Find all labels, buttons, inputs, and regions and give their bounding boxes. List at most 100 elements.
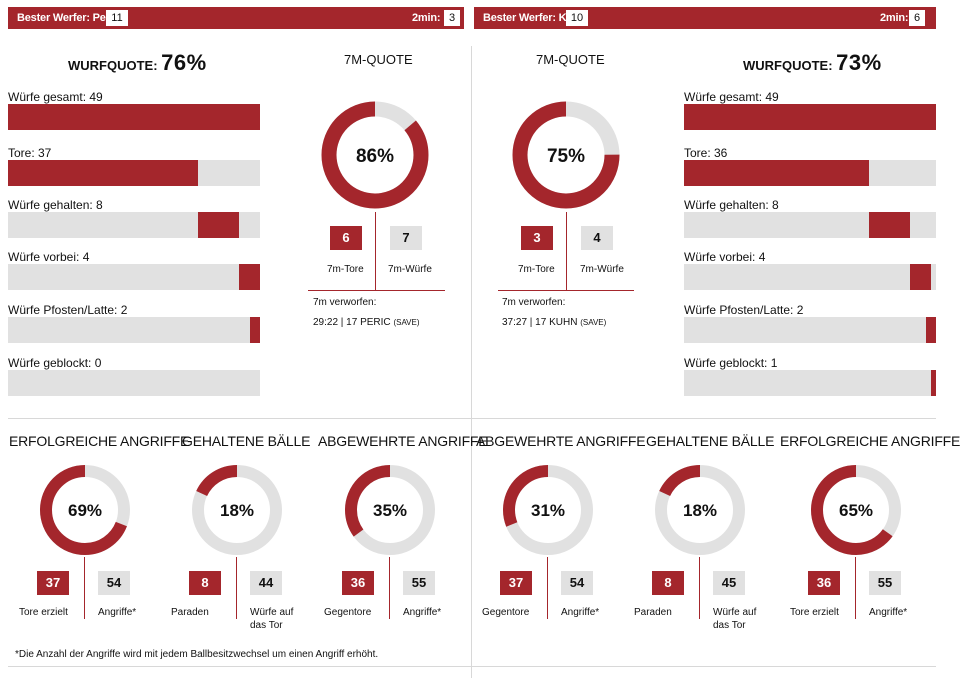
donut-slice bbox=[192, 465, 282, 555]
seven-m-missed-note: (SAVE) bbox=[393, 318, 420, 327]
two-min-value: 3 bbox=[444, 10, 460, 26]
donut-chart: 35% bbox=[345, 465, 435, 555]
stat-value-secondary: 45 bbox=[713, 571, 745, 595]
donut-percent: 18% bbox=[220, 501, 254, 520]
seven-m-title: 7M-QUOTE bbox=[344, 52, 413, 67]
stat-label-secondary: Würfe auf das Tor bbox=[713, 607, 757, 631]
best-thrower-label: Bester Werfer: Kosi bbox=[483, 12, 582, 24]
stat-label-primary: Paraden bbox=[171, 607, 209, 618]
seven-m-goals-label: 7m-Tore bbox=[518, 264, 555, 275]
bar-track bbox=[8, 317, 260, 343]
bar-track bbox=[8, 264, 260, 290]
donut-chart: 75% bbox=[512, 101, 620, 209]
best-thrower-value: 11 bbox=[106, 10, 128, 26]
bar-fill bbox=[869, 212, 911, 238]
donut-percent: 18% bbox=[683, 501, 717, 520]
top-bar-right: Bester Werfer: Kosi 10 2min: 6 bbox=[474, 7, 936, 29]
stat-label-secondary: Angriffe* bbox=[869, 607, 908, 618]
best-thrower-value: 10 bbox=[566, 10, 588, 26]
stat-label-primary: Paraden bbox=[634, 607, 672, 618]
center-divider bbox=[471, 46, 472, 678]
stat-value-secondary: 44 bbox=[250, 571, 282, 595]
seven-m-missed-text: 37:27 | 17 KUHN bbox=[502, 317, 578, 328]
stat-divider bbox=[84, 557, 85, 619]
stat-divider bbox=[699, 557, 700, 619]
best-thrower-label: Bester Werfer: Peric bbox=[17, 12, 119, 24]
stat-value-primary: 37 bbox=[37, 571, 69, 595]
seven-m-missed-note: (SAVE) bbox=[580, 318, 607, 327]
seven-m-missed-detail: 29:22 | 17 PERIC (SAVE) bbox=[313, 317, 420, 328]
top-bar-left: Bester Werfer: Peric 11 2min: 3 bbox=[8, 7, 464, 29]
bar-track bbox=[8, 160, 260, 186]
stat-value-primary: 36 bbox=[808, 571, 840, 595]
throw-rate-value: 76% bbox=[161, 50, 207, 75]
seven-m-goals: 6 bbox=[330, 226, 362, 250]
donut-slice bbox=[655, 465, 745, 555]
stat-divider bbox=[389, 557, 390, 619]
stat-value-secondary: 55 bbox=[869, 571, 901, 595]
stat-label-secondary: Angriffe* bbox=[403, 607, 442, 618]
bar-label: Würfe geblockt: 1 bbox=[684, 356, 778, 370]
bar-fill bbox=[925, 317, 936, 343]
bar-label: Würfe vorbei: 4 bbox=[684, 250, 766, 264]
seven-m-missed-text: 29:22 | 17 PERIC bbox=[313, 317, 391, 328]
bar-track bbox=[684, 104, 936, 130]
bar-label: Tore: 37 bbox=[8, 146, 52, 160]
section-title: ABGEWEHRTE ANGRIFFE bbox=[318, 433, 488, 449]
footnote: *Die Anzahl der Angriffe wird mit jedem … bbox=[15, 649, 379, 660]
seven-m-vline bbox=[375, 212, 376, 290]
stat-value-primary: 8 bbox=[189, 571, 221, 595]
stat-value-primary: 8 bbox=[652, 571, 684, 595]
bar-track bbox=[684, 160, 936, 186]
seven-m-title: 7M-QUOTE bbox=[536, 52, 605, 67]
donut-percent: 65% bbox=[839, 501, 873, 520]
bar-label: Würfe gesamt: 49 bbox=[684, 90, 779, 104]
bar-fill bbox=[684, 160, 870, 186]
footer-divider bbox=[8, 666, 936, 667]
bar-fill bbox=[684, 104, 936, 130]
bar-label: Würfe Pfosten/Latte: 2 bbox=[8, 303, 128, 317]
bar-fill bbox=[930, 370, 936, 396]
two-min-label: 2min: bbox=[412, 12, 441, 24]
donut-slice bbox=[512, 101, 620, 209]
donut-slice bbox=[345, 465, 435, 555]
donut-slice bbox=[40, 465, 130, 555]
seven-m-missed-detail: 37:27 | 17 KUHN (SAVE) bbox=[502, 317, 606, 328]
bar-track bbox=[684, 370, 936, 396]
seven-m-throws-label: 7m-Würfe bbox=[388, 264, 432, 275]
seven-m-throws: 7 bbox=[390, 226, 422, 250]
section-title: GEHALTENE BÄLLE bbox=[182, 433, 311, 449]
throw-rate-right: WURFQUOTE: 73% bbox=[743, 50, 882, 76]
bar-fill bbox=[198, 212, 240, 238]
section-title: ERFOLGREICHE ANGRIFFE bbox=[9, 433, 190, 449]
donut-percent: 69% bbox=[68, 501, 102, 520]
bar-fill bbox=[239, 264, 260, 290]
throw-rate-label: WURFQUOTE: bbox=[743, 58, 833, 73]
bar-label: Würfe gehalten: 8 bbox=[684, 198, 779, 212]
stat-value-secondary: 55 bbox=[403, 571, 435, 595]
throw-rate-value: 73% bbox=[836, 50, 882, 75]
stat-value-primary: 37 bbox=[500, 571, 532, 595]
donut-slice bbox=[811, 465, 901, 555]
bar-track bbox=[8, 212, 260, 238]
section-divider bbox=[8, 418, 936, 419]
donut-slice bbox=[321, 101, 429, 209]
section-title: ABGEWEHRTE ANGRIFFE bbox=[476, 433, 646, 449]
bar-fill bbox=[249, 317, 260, 343]
bar-track bbox=[684, 264, 936, 290]
donut-chart: 31% bbox=[503, 465, 593, 555]
stat-divider bbox=[855, 557, 856, 619]
seven-m-throws: 4 bbox=[581, 226, 613, 250]
bar-label: Würfe geblockt: 0 bbox=[8, 356, 102, 370]
seven-m-missed-label: 7m verworfen: bbox=[313, 297, 377, 308]
stat-label-secondary: Angriffe* bbox=[98, 607, 137, 618]
seven-m-goals-label: 7m-Tore bbox=[327, 264, 364, 275]
section-title: GEHALTENE BÄLLE bbox=[646, 433, 775, 449]
stat-label-primary: Tore erzielt bbox=[790, 607, 839, 618]
stat-label-secondary: Würfe auf das Tor bbox=[250, 607, 294, 631]
stat-label-secondary: Angriffe* bbox=[561, 607, 600, 618]
seven-m-vline bbox=[566, 212, 567, 290]
stat-value-primary: 36 bbox=[342, 571, 374, 595]
bar-label: Würfe Pfosten/Latte: 2 bbox=[684, 303, 804, 317]
seven-m-goals: 3 bbox=[521, 226, 553, 250]
